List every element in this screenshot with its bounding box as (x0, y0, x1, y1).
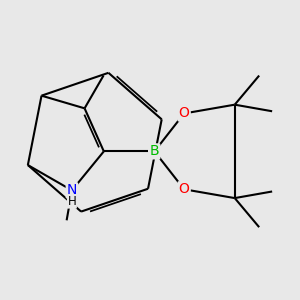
Text: O: O (179, 182, 190, 196)
Text: O: O (179, 106, 190, 121)
Text: B: B (150, 144, 159, 158)
Text: H: H (68, 195, 76, 208)
Text: N: N (67, 183, 77, 197)
